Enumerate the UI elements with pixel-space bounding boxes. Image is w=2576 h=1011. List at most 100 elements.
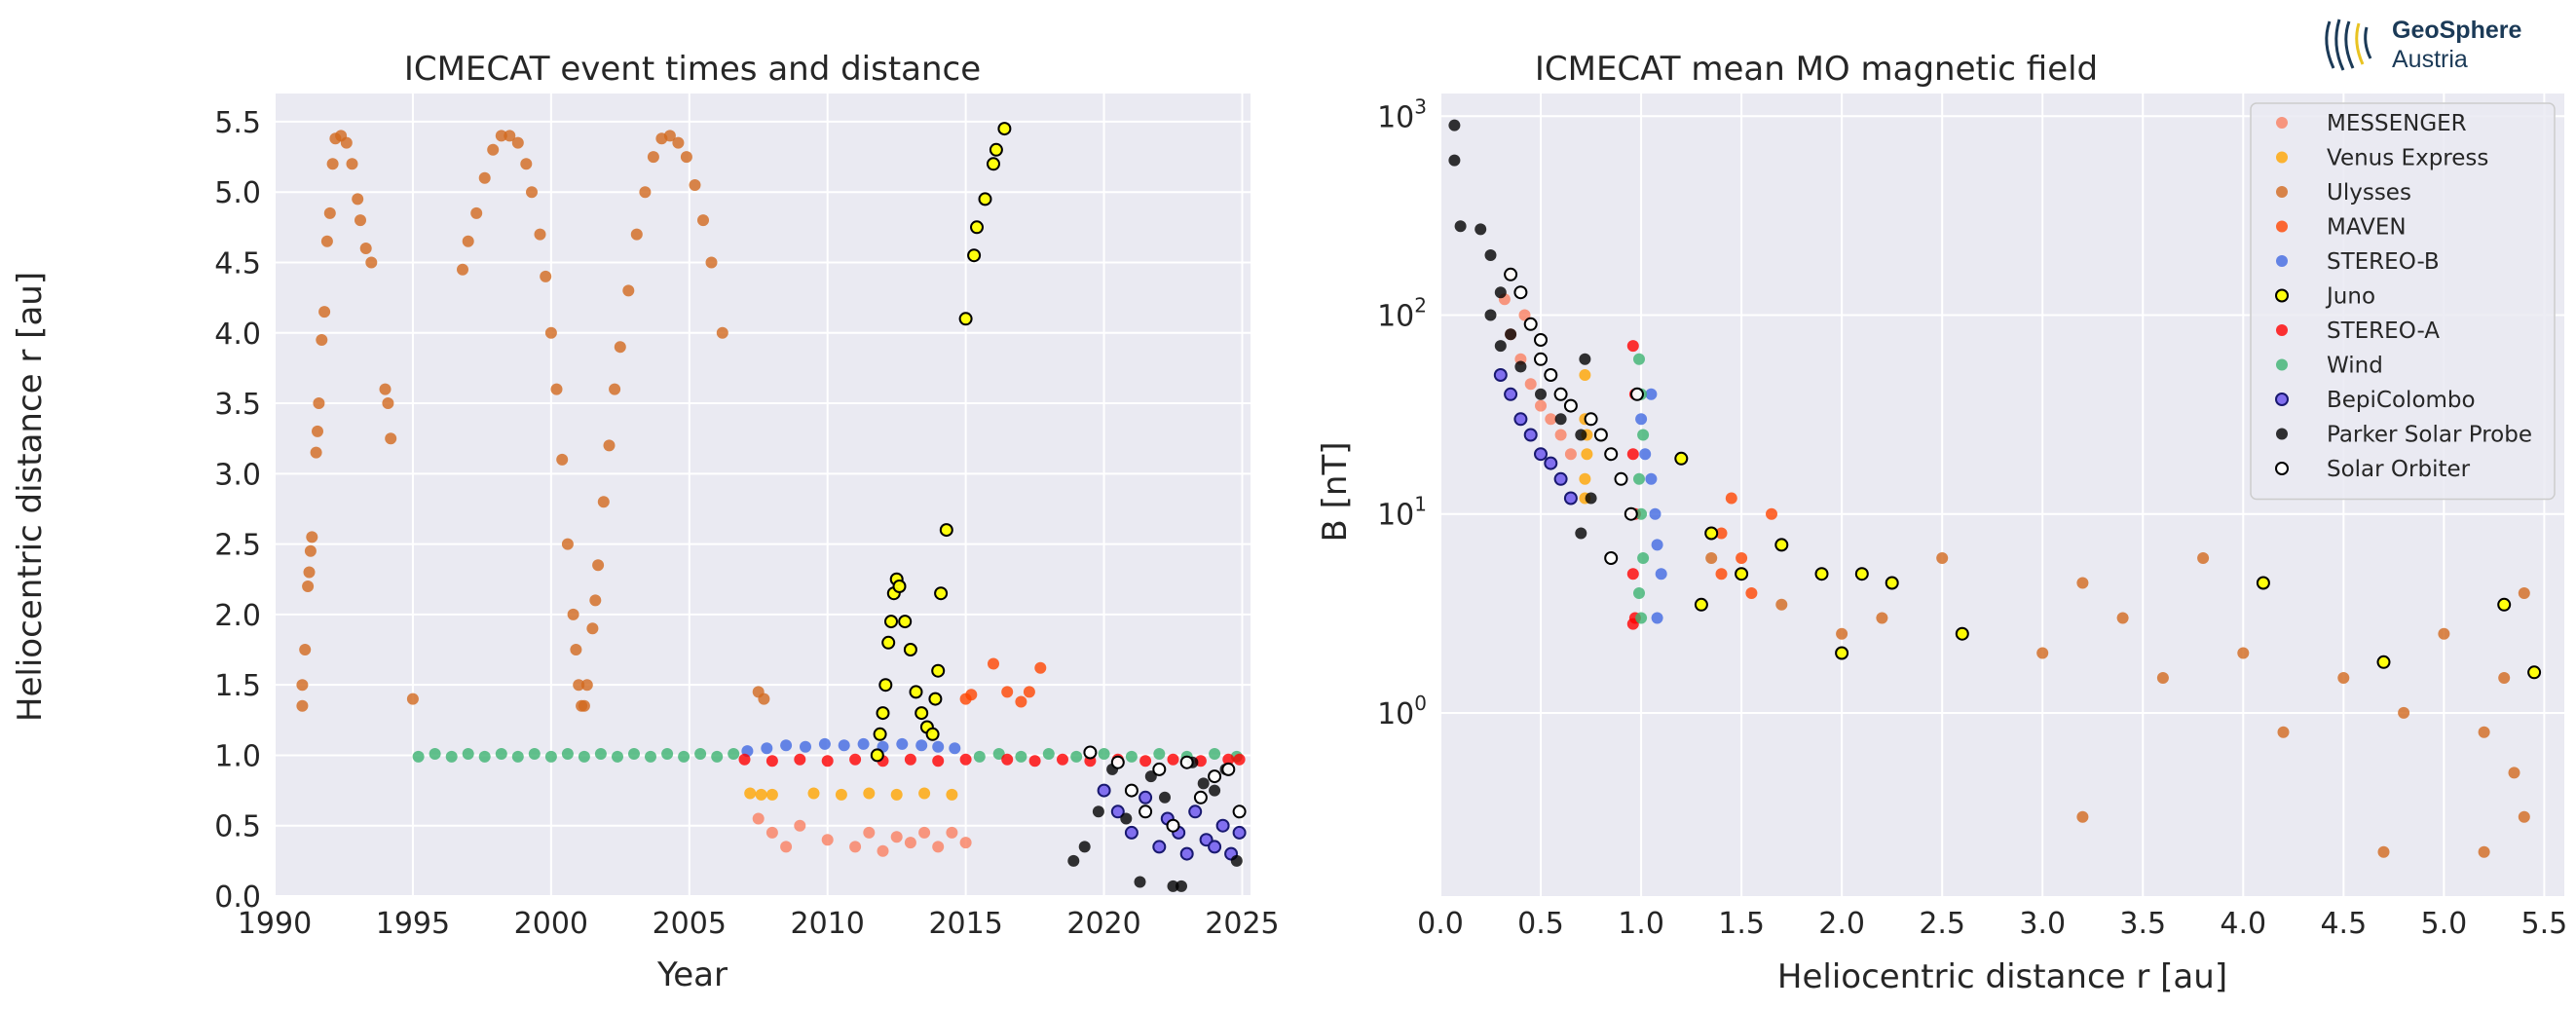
- left-y-tick-label: 1.0: [214, 739, 261, 773]
- data-point-stereo-b: [761, 742, 773, 755]
- right-x-tick-label: 2.0: [1818, 907, 1865, 941]
- data-point-venus-express: [863, 787, 876, 800]
- data-point-solar-orbiter: [1504, 267, 1518, 281]
- data-point-ulysses: [462, 235, 474, 247]
- data-point-juno: [2497, 597, 2512, 612]
- left-y-tick-label: 5.0: [214, 176, 261, 210]
- data-point-juno: [2376, 655, 2391, 669]
- data-point-juno: [892, 580, 907, 593]
- data-point-ulysses: [689, 179, 701, 191]
- data-point-wind: [1633, 353, 1645, 365]
- left-series-maven: [959, 657, 1047, 708]
- data-point-ulysses: [296, 679, 309, 692]
- data-point-juno: [1955, 626, 1969, 641]
- data-point-solar-orbiter: [1593, 428, 1608, 442]
- data-point-bepicolombo: [1179, 846, 1194, 861]
- data-point-ulysses: [457, 263, 468, 276]
- data-point-stereo-a: [821, 755, 834, 768]
- data-point-messenger: [890, 831, 903, 843]
- data-point-messenger: [849, 841, 862, 853]
- left-y-tick-label: 0.5: [214, 810, 261, 844]
- data-point-maven: [1736, 552, 1748, 564]
- data-point-juno: [1814, 567, 1829, 581]
- left-y-tick-label: 3.0: [214, 458, 261, 492]
- data-point-ulysses: [550, 383, 563, 395]
- data-point-parker-solar-probe: [1078, 841, 1091, 853]
- left-x-tick-label: 2015: [928, 907, 1002, 941]
- data-point-messenger: [752, 812, 765, 825]
- data-point-ulysses: [680, 151, 692, 164]
- data-point-venus-express: [1581, 448, 1593, 461]
- data-point-stereo-b: [1655, 568, 1667, 580]
- data-point-parker-solar-probe: [1514, 360, 1527, 373]
- data-point-ulysses: [716, 326, 728, 339]
- right-x-tick-label: 2.5: [1919, 907, 1965, 941]
- data-point-wind: [1637, 552, 1650, 564]
- data-point-venus-express: [755, 788, 767, 801]
- data-point-juno: [939, 523, 953, 538]
- data-point-stereo-a: [932, 755, 945, 768]
- data-point-ulysses: [630, 228, 643, 241]
- data-point-stereo-b: [780, 739, 793, 752]
- data-point-wind: [1633, 472, 1645, 485]
- left-y-axis-label: Heliocentric distance r [au]: [11, 272, 50, 722]
- data-point-ulysses: [306, 531, 318, 543]
- data-point-solar-orbiter: [1604, 447, 1619, 462]
- right-x-axis-label: Heliocentric distance r [au]: [1777, 957, 2227, 996]
- data-point-ulysses: [1876, 612, 1888, 624]
- data-point-ulysses: [382, 397, 394, 409]
- data-point-ulysses: [320, 235, 333, 247]
- data-point-messenger: [1545, 413, 1557, 426]
- data-point-ulysses: [1705, 552, 1718, 564]
- data-point-wind: [612, 750, 623, 763]
- data-point-wind: [992, 748, 1005, 760]
- data-point-stereo-b: [838, 739, 850, 752]
- data-point-ulysses: [622, 284, 635, 297]
- data-point-wind: [594, 748, 607, 760]
- legend-marker-stereo-a: [2276, 324, 2288, 336]
- right-x-tick-label: 0.5: [1517, 907, 1564, 941]
- data-point-ulysses: [603, 439, 616, 452]
- data-point-juno: [931, 663, 946, 678]
- data-point-parker-solar-probe: [1484, 249, 1497, 261]
- data-point-wind: [495, 748, 507, 760]
- right-x-tick-label: 4.5: [2320, 907, 2367, 941]
- left-y-tick-label: 4.0: [214, 318, 261, 352]
- data-point-ulysses: [2197, 552, 2210, 564]
- data-point-stereo-a: [1167, 753, 1179, 766]
- data-point-solar-orbiter: [1193, 790, 1208, 805]
- legend-label-ulysses: Ulysses: [2327, 180, 2411, 206]
- data-point-parker-solar-probe: [1494, 286, 1507, 299]
- data-point-ulysses: [597, 496, 610, 508]
- data-point-maven: [1001, 686, 1014, 698]
- data-point-solar-orbiter: [1614, 471, 1628, 486]
- data-point-parker-solar-probe: [1585, 492, 1597, 505]
- data-point-maven: [1034, 661, 1047, 674]
- data-point-juno: [987, 157, 1000, 171]
- data-point-stereo-a: [765, 755, 778, 768]
- data-point-ulysses: [1775, 598, 1788, 611]
- data-point-maven: [1766, 507, 1777, 520]
- data-point-messenger: [780, 841, 793, 853]
- data-point-parker-solar-probe: [1575, 527, 1587, 540]
- left-y-tick-label: 2.5: [214, 529, 261, 563]
- data-point-parker-solar-probe: [1230, 854, 1243, 867]
- data-point-ulysses: [365, 256, 378, 269]
- data-point-parker-solar-probe: [1448, 154, 1461, 167]
- right-x-tick-label: 5.5: [2521, 907, 2568, 941]
- data-point-ulysses: [2277, 726, 2290, 738]
- data-point-wind: [1635, 507, 1648, 520]
- legend-marker-solar-orbiter: [2275, 462, 2289, 475]
- data-point-parker-solar-probe: [1120, 812, 1133, 825]
- data-point-stereo-a: [904, 753, 916, 766]
- left-y-ticks: 0.0 0.5 1.0 1.5 2.0 2.5 3.0 3.5 4.0 4.5 5.0 5.5: [214, 106, 261, 915]
- data-point-ulysses: [2237, 647, 2250, 659]
- legend-label-messenger: MESSENGER: [2327, 111, 2467, 136]
- legend-label-bepicolombo: BepiColombo: [2327, 388, 2476, 413]
- data-point-juno: [1674, 451, 1689, 466]
- data-point-maven: [1725, 492, 1737, 505]
- right-y-tick-label: 100: [1377, 692, 1427, 731]
- data-point-bepicolombo: [1232, 825, 1247, 840]
- data-point-venus-express: [807, 787, 820, 800]
- right-y-axis-label: B [nT]: [1316, 442, 1355, 543]
